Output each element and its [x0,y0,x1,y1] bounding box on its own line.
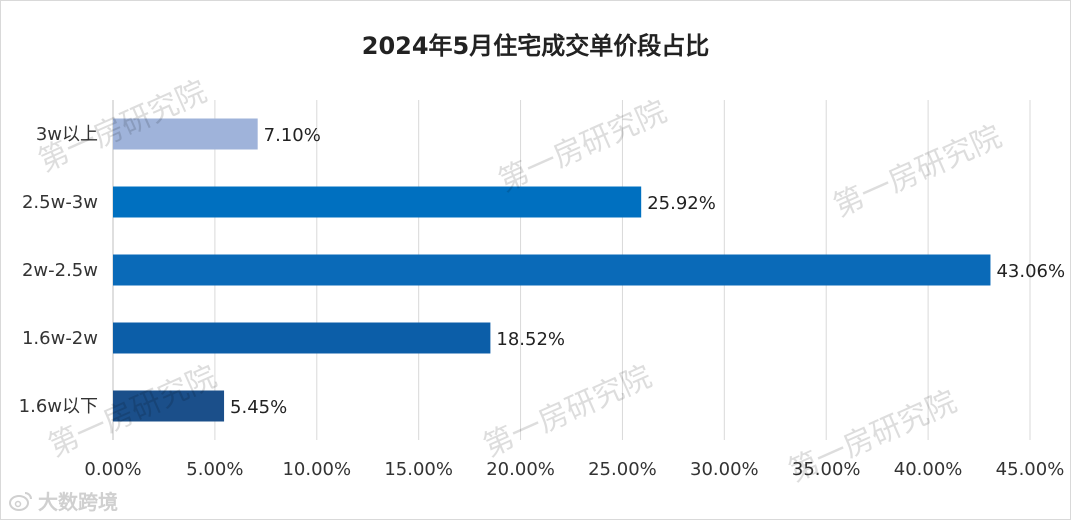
y-category-label: 3w以上 [36,124,98,145]
bar [113,254,991,286]
data-label: 18.52% [496,329,565,350]
bar [113,390,225,422]
source-logo: 大数跨境 [8,486,118,515]
y-category-label: 1.6w以下 [19,396,98,417]
y-category-label: 1.6w-2w [22,328,98,349]
x-tick-label: 30.00% [690,459,759,480]
x-tick-label: 15.00% [384,459,453,480]
bar [113,322,491,354]
x-tick-label: 5.00% [186,459,243,480]
chart-title: 2024年5月住宅成交单价段占比 [361,32,710,60]
x-tick-label: 45.00% [996,459,1065,480]
data-label: 25.92% [647,193,716,214]
y-category-label: 2w-2.5w [22,260,98,281]
x-tick-label: 25.00% [588,459,657,480]
bar [113,186,642,218]
source-logo-text: 大数跨境 [38,490,118,514]
bar [113,118,258,150]
data-label: 7.10% [264,125,321,146]
x-tick-label: 35.00% [792,459,861,480]
x-tick-label: 20.00% [486,459,555,480]
weibo-style-logo-icon [9,491,32,511]
y-category-label: 2.5w-3w [22,192,98,213]
data-label: 43.06% [996,261,1065,282]
data-label: 5.45% [230,397,287,418]
x-tick-label: 0.00% [84,459,141,480]
x-tick-label: 10.00% [282,459,351,480]
x-tick-label: 40.00% [894,459,963,480]
